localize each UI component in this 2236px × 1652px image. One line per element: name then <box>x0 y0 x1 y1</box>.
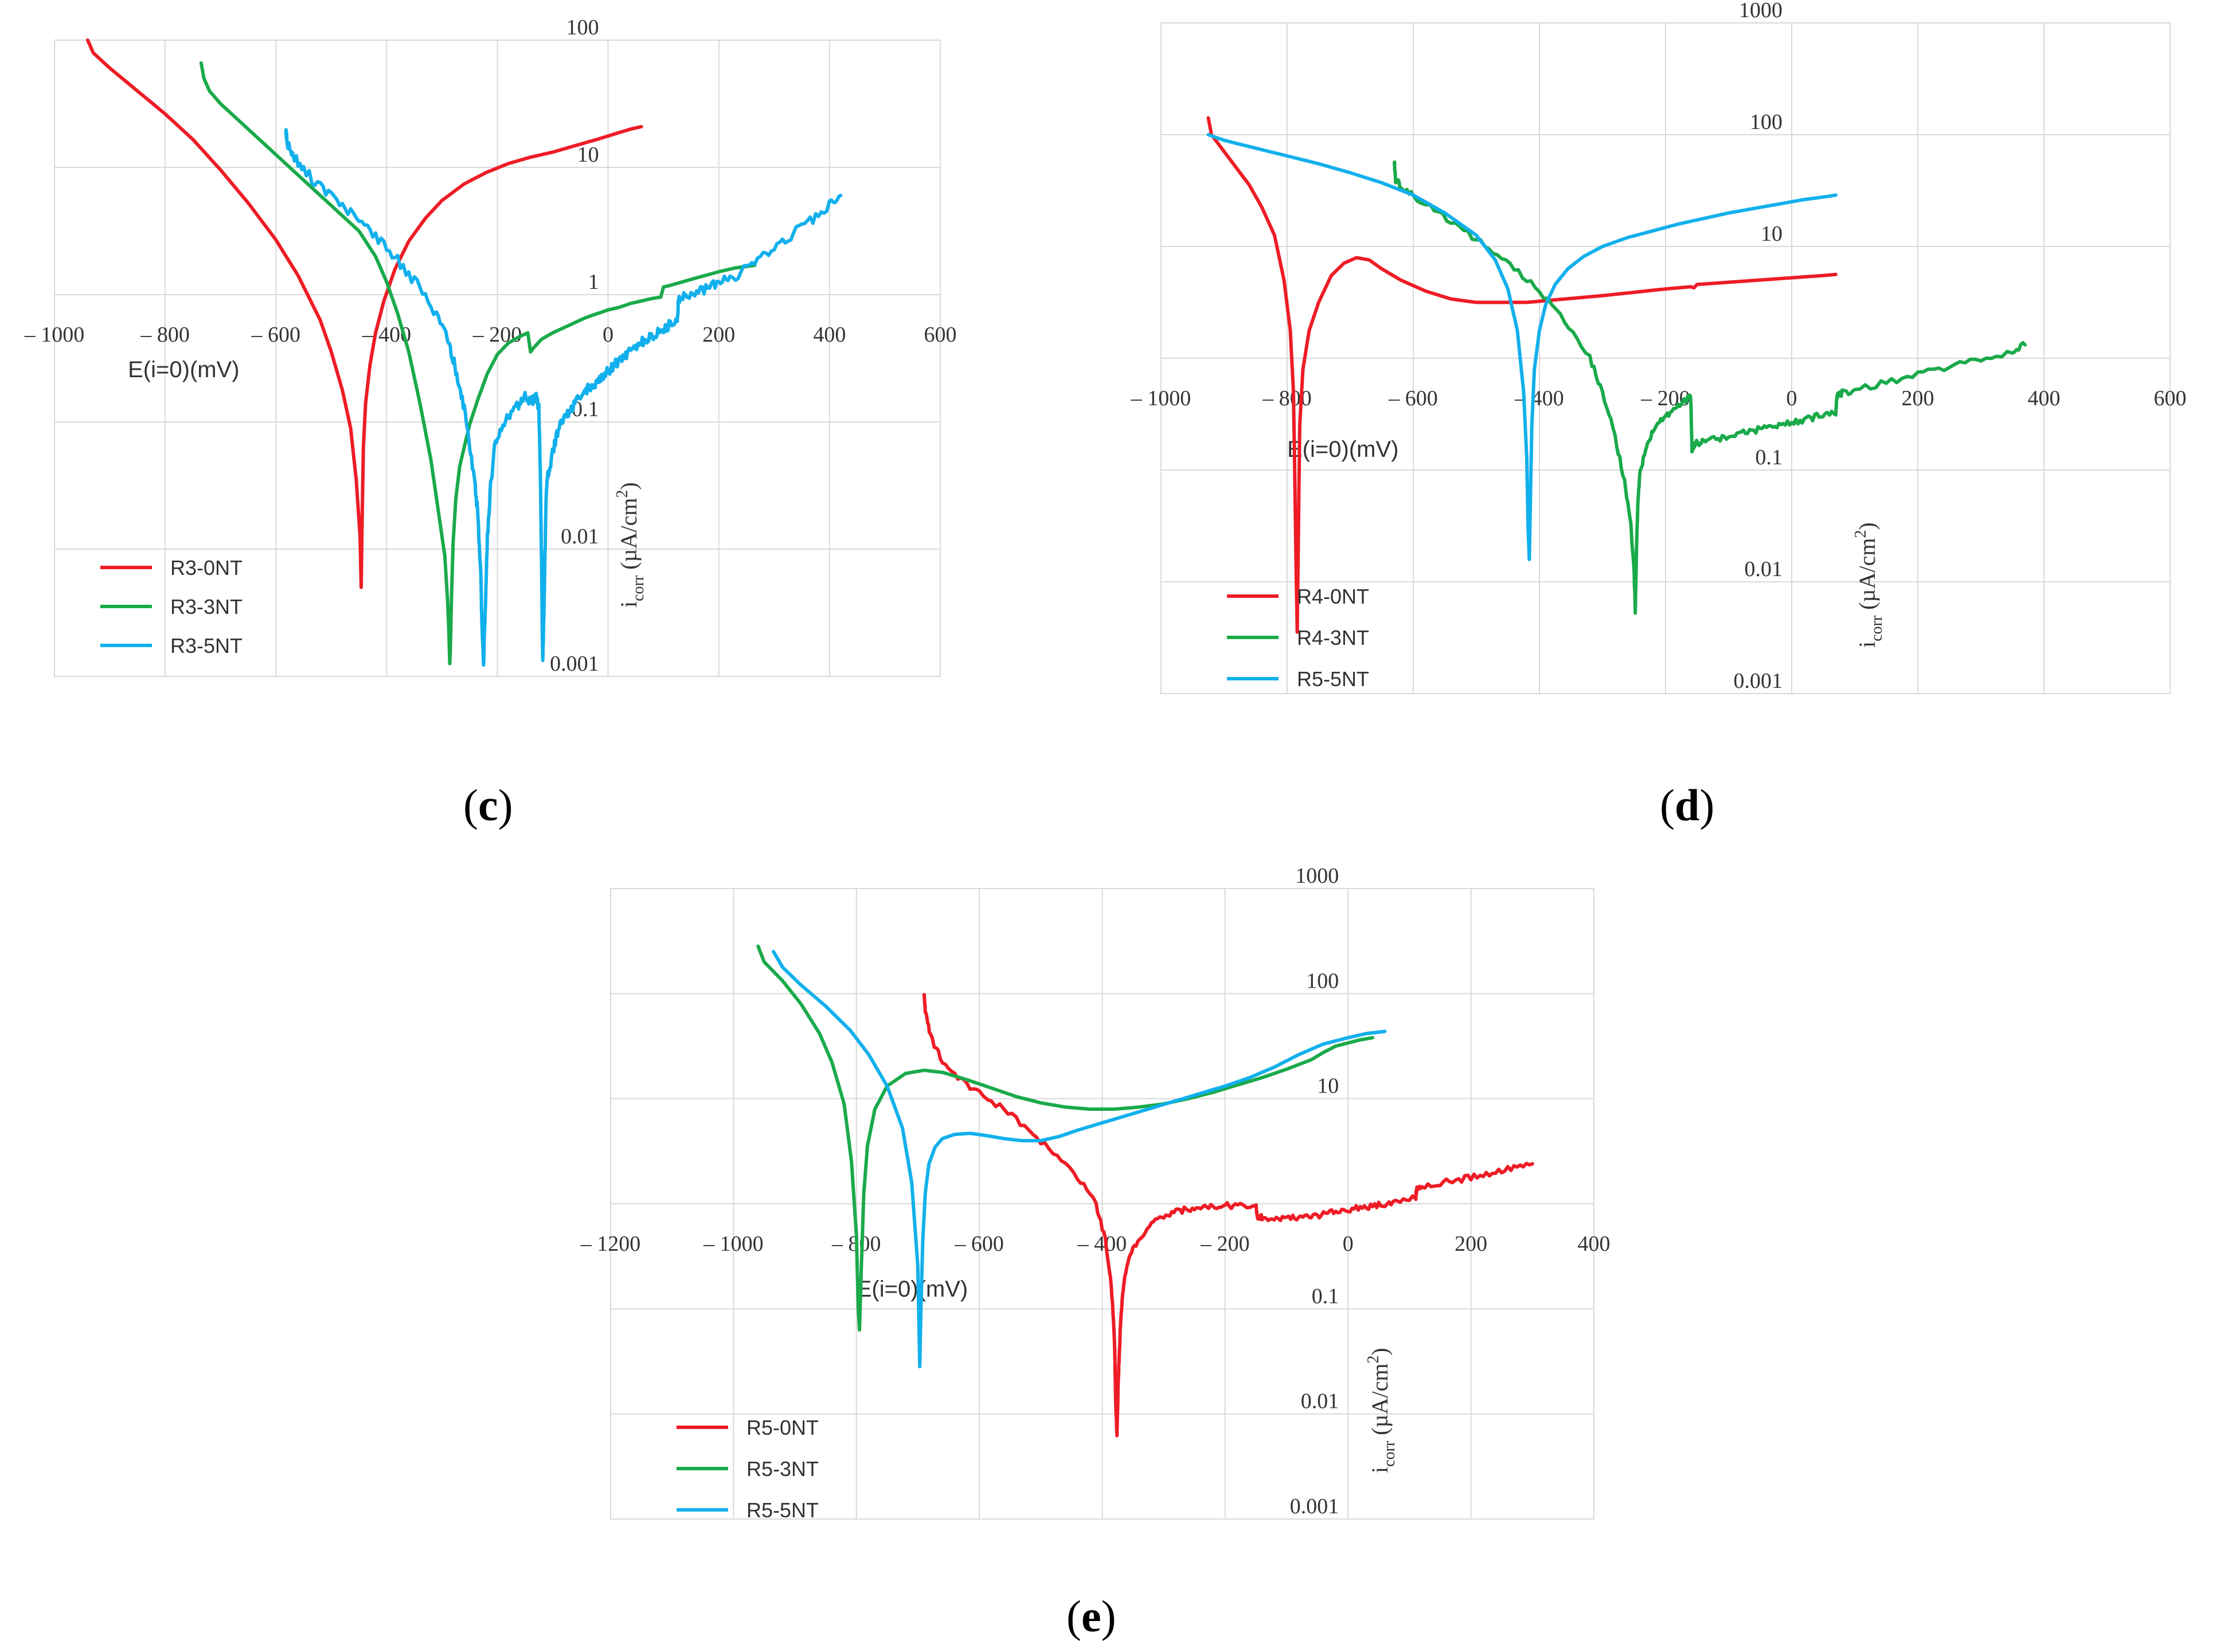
y-tick-label: 10 <box>1317 1074 1339 1098</box>
x-tick-label: 400 <box>2028 386 2061 410</box>
x-axis-label: E(i=0)(mV) <box>857 1277 968 1302</box>
panel-label-e: (e) <box>1066 1591 1116 1641</box>
y-tick-label: 0.01 <box>1745 557 1783 581</box>
x-tick-label: 0 <box>603 323 613 347</box>
x-tick-label: – 800 <box>140 323 190 347</box>
y-tick-label: 10 <box>1761 222 1782 246</box>
series-line-r4-0nt <box>1206 116 1838 634</box>
series-line-r3-3nt <box>199 61 757 666</box>
panel-label-c: (c) <box>463 780 513 830</box>
y-axis-label: icorr (µA/cm2) <box>1365 1348 1398 1473</box>
y-tick-label: 0.1 <box>1756 445 1783 469</box>
y-tick-label: 1 <box>588 270 599 294</box>
legend-label: R5-5NT <box>1297 667 1369 691</box>
y-tick-label: 1000 <box>1739 0 1782 22</box>
y-tick-label: 1000 <box>1295 864 1339 888</box>
x-tick-label: – 200 <box>1200 1232 1250 1256</box>
y-tick-label: 100 <box>1306 969 1339 993</box>
legend: R4-0NT R4-3NT R5-5NT <box>1227 585 1369 691</box>
x-tick-label: – 400 <box>1077 1232 1127 1256</box>
series-line-r5-3nt <box>756 944 1375 1332</box>
y-tick-label: 10 <box>577 143 599 167</box>
legend-label: R5-0NT <box>746 1416 819 1439</box>
legend: R3-0NT R3-3NT R3-5NT <box>100 556 243 657</box>
panel-label-d: (d) <box>1660 780 1715 830</box>
plot-frame <box>1160 22 2171 694</box>
x-tick-label: – 1200 <box>580 1232 641 1256</box>
series-line-r3-0nt <box>85 38 643 589</box>
y-tick-label: 100 <box>1750 110 1782 134</box>
y-tick-label: 0.01 <box>1301 1389 1339 1414</box>
y-tick-label: 0.001 <box>1734 669 1783 693</box>
x-tick-label: 200 <box>1902 386 1934 410</box>
x-tick-label: – 800 <box>1262 386 1312 410</box>
series-line-r5-5nt <box>772 950 1387 1369</box>
chart-panel-d: – 1000– 800– 600– 400– 200 0 200 400 6000.00… <box>1131 0 2187 694</box>
x-tick-label: – 600 <box>954 1232 1004 1256</box>
plot-frame <box>610 888 1594 1520</box>
y-tick-label: 0.001 <box>1290 1494 1339 1518</box>
legend-label: R4-0NT <box>1297 585 1369 608</box>
x-tick-label: 600 <box>924 323 957 347</box>
chart-panel-e: – 1200– 1000– 800– 600– 400– 200 0 200 4000… <box>580 864 1610 1522</box>
y-tick-label: 0.01 <box>561 524 599 549</box>
legend-label: R3-0NT <box>170 556 243 580</box>
y-tick-label: 0.1 <box>1312 1284 1339 1308</box>
x-axis-label: E(i=0)(mV) <box>128 357 239 382</box>
legend-label: R4-3NT <box>1297 626 1369 649</box>
legend-label: R3-5NT <box>170 634 243 657</box>
x-axis-label: E(i=0)(mV) <box>1287 437 1398 462</box>
x-tick-label: – 600 <box>251 323 301 347</box>
x-tick-label: – 600 <box>1388 386 1438 410</box>
x-tick-label: 400 <box>813 323 846 347</box>
x-tick-label: – 1000 <box>24 323 85 347</box>
y-tick-label: 100 <box>566 15 599 40</box>
series-line-r3-5nt <box>284 128 843 667</box>
legend-label: R5-5NT <box>746 1498 819 1522</box>
legend: R5-0NT R5-3NT R5-5NT <box>677 1416 819 1522</box>
y-tick-label: 0.001 <box>550 652 599 676</box>
x-tick-label: – 1000 <box>1131 386 1191 410</box>
plot-frame <box>54 40 941 677</box>
x-tick-label: 600 <box>2154 386 2187 410</box>
series-line-r5-0nt <box>922 993 1534 1438</box>
y-axis-label: icorr (µA/cm2) <box>1852 522 1886 648</box>
legend-label: R3-3NT <box>170 595 243 618</box>
y-axis-label: icorr (µA/cm2) <box>613 482 647 608</box>
x-tick-label: 0 <box>1787 386 1797 410</box>
x-tick-label: 200 <box>702 323 735 347</box>
series-line-r5-5nt <box>1206 133 1838 561</box>
x-tick-label: 200 <box>1455 1232 1487 1256</box>
x-tick-label: 0 <box>1343 1232 1354 1256</box>
legend-label: R5-3NT <box>746 1457 819 1481</box>
x-tick-label: 400 <box>1578 1232 1610 1256</box>
chart-panel-c: – 1000– 800– 600– 400– 200 0 200 400 6000.00… <box>24 15 957 677</box>
x-tick-label: – 1000 <box>703 1232 764 1256</box>
x-tick-label: – 200 <box>472 323 522 347</box>
